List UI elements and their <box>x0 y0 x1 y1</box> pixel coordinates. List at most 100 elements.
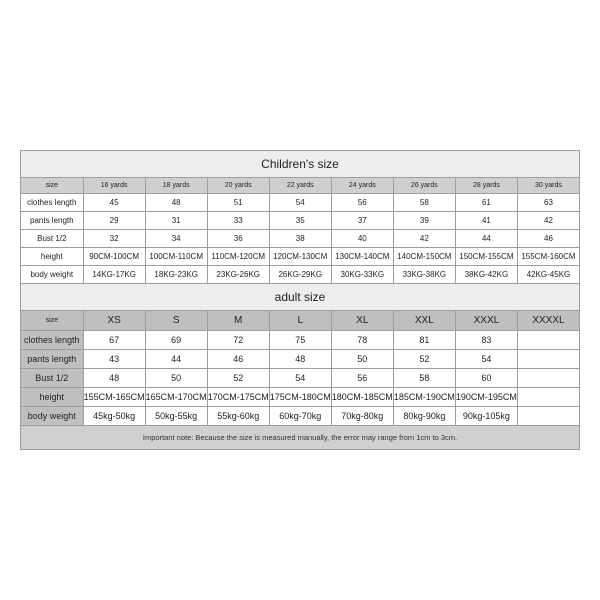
cell <box>517 369 579 388</box>
cell: 38 <box>269 230 331 248</box>
cell: 61 <box>455 194 517 212</box>
cell: 78 <box>331 331 393 350</box>
table-row: body weight45kg-50kg50kg-55kg55kg-60kg60… <box>21 407 580 426</box>
children-header-row: size 16 yards 18 yards 20 yards 22 yards… <box>21 178 580 194</box>
cell: 81 <box>393 331 455 350</box>
cell: 34 <box>145 230 207 248</box>
cell: 33KG-38KG <box>393 266 455 284</box>
cell: 39 <box>393 212 455 230</box>
hdr-m: M <box>207 311 269 331</box>
hdr-size: size <box>21 178 84 194</box>
hdr-16: 16 yards <box>83 178 145 194</box>
cell: 55kg-60kg <box>207 407 269 426</box>
adult-title: adult size <box>21 284 580 311</box>
cell: 80kg-90kg <box>393 407 455 426</box>
cell: 29 <box>83 212 145 230</box>
cell <box>517 407 579 426</box>
row-label: Bust 1/2 <box>21 369 84 388</box>
table-row: Bust 1/248505254565860 <box>21 369 580 388</box>
cell: 190CM-195CM <box>455 388 517 407</box>
cell: 52 <box>207 369 269 388</box>
cell: 50kg-55kg <box>145 407 207 426</box>
cell: 75 <box>269 331 331 350</box>
cell: 46 <box>207 350 269 369</box>
cell: 40 <box>331 230 393 248</box>
cell: 90CM-100CM <box>83 248 145 266</box>
cell: 23KG-26KG <box>207 266 269 284</box>
table-row: pants length2931333537394142 <box>21 212 580 230</box>
table-row: body weight14KG-17KG18KG-23KG23KG-26KG26… <box>21 266 580 284</box>
cell: 54 <box>269 369 331 388</box>
hdr-20: 20 yards <box>207 178 269 194</box>
cell: 26KG-29KG <box>269 266 331 284</box>
cell: 45kg-50kg <box>83 407 145 426</box>
cell: 37 <box>331 212 393 230</box>
cell: 35 <box>269 212 331 230</box>
cell: 31 <box>145 212 207 230</box>
hdr-18: 18 yards <box>145 178 207 194</box>
cell <box>517 331 579 350</box>
cell: 56 <box>331 194 393 212</box>
cell: 58 <box>393 194 455 212</box>
important-note: Important note: Because the size is meas… <box>21 426 580 450</box>
table-row: clothes length67697275788183 <box>21 331 580 350</box>
hdr-28: 28 yards <box>455 178 517 194</box>
cell: 180CM-185CM <box>331 388 393 407</box>
cell: 48 <box>145 194 207 212</box>
row-label: body weight <box>21 266 84 284</box>
row-label: clothes length <box>21 331 84 350</box>
cell: 120CM-130CM <box>269 248 331 266</box>
cell: 72 <box>207 331 269 350</box>
cell: 70kg-80kg <box>331 407 393 426</box>
hdr-xl: XL <box>331 311 393 331</box>
hdr-size: size <box>21 311 84 331</box>
hdr-22: 22 yards <box>269 178 331 194</box>
hdr-24: 24 yards <box>331 178 393 194</box>
hdr-30: 30 yards <box>517 178 579 194</box>
row-label: height <box>21 248 84 266</box>
cell: 50 <box>331 350 393 369</box>
cell: 18KG-23KG <box>145 266 207 284</box>
cell: 110CM-120CM <box>207 248 269 266</box>
cell: 56 <box>331 369 393 388</box>
cell: 43 <box>83 350 145 369</box>
adult-header-row: size XS S M L XL XXL XXXL XXXXL <box>21 311 580 331</box>
table-row: height155CM-165CM165CM-170CM170CM-175CM1… <box>21 388 580 407</box>
cell: 45 <box>83 194 145 212</box>
table-row: height90CM-100CM100CM-110CM110CM-120CM12… <box>21 248 580 266</box>
cell: 83 <box>455 331 517 350</box>
cell: 48 <box>269 350 331 369</box>
cell: 51 <box>207 194 269 212</box>
row-label: pants length <box>21 350 84 369</box>
cell: 54 <box>269 194 331 212</box>
cell: 41 <box>455 212 517 230</box>
cell: 32 <box>83 230 145 248</box>
row-label: clothes length <box>21 194 84 212</box>
cell: 38KG-42KG <box>455 266 517 284</box>
cell: 69 <box>145 331 207 350</box>
hdr-xxl: XXL <box>393 311 455 331</box>
cell: 52 <box>393 350 455 369</box>
row-label: height <box>21 388 84 407</box>
cell: 155CM-165CM <box>83 388 145 407</box>
cell <box>517 388 579 407</box>
children-size-table: Children's size size 16 yards 18 yards 2… <box>20 150 580 450</box>
cell: 170CM-175CM <box>207 388 269 407</box>
hdr-26: 26 yards <box>393 178 455 194</box>
table-row: pants length43444648505254 <box>21 350 580 369</box>
cell: 46 <box>517 230 579 248</box>
cell: 50 <box>145 369 207 388</box>
hdr-xxxxl: XXXXL <box>517 311 579 331</box>
cell: 30KG-33KG <box>331 266 393 284</box>
cell: 67 <box>83 331 145 350</box>
hdr-s: S <box>145 311 207 331</box>
cell: 44 <box>455 230 517 248</box>
cell: 185CM-190CM <box>393 388 455 407</box>
cell: 42 <box>517 212 579 230</box>
table-row: Bust 1/23234363840424446 <box>21 230 580 248</box>
cell: 130CM-140CM <box>331 248 393 266</box>
table-row: clothes length4548515456586163 <box>21 194 580 212</box>
hdr-xxxl: XXXL <box>455 311 517 331</box>
cell: 155CM-160CM <box>517 248 579 266</box>
cell <box>517 350 579 369</box>
